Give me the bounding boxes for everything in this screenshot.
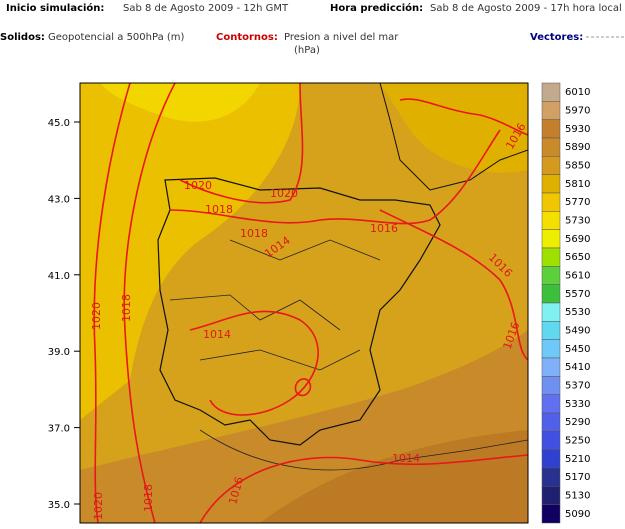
colorbar-label: 5250: [565, 436, 590, 447]
colorbar-label: 5650: [565, 252, 590, 263]
colorbar-label: 5170: [565, 472, 590, 483]
lat-label: 37.0: [48, 424, 70, 435]
colorbar-label: 5290: [565, 417, 590, 428]
colorbar-label: 5130: [565, 491, 590, 502]
lat-label: 41.0: [48, 271, 70, 282]
colorbar-label: 5850: [565, 161, 590, 172]
contour-label: 1016: [370, 222, 398, 235]
colorbar-swatch: [541, 321, 561, 340]
colorbar-swatch: [541, 284, 561, 304]
colorbar-label: 5570: [565, 289, 590, 300]
solids-label: Solidos:: [0, 32, 45, 43]
colorbar-label: 5490: [565, 326, 590, 337]
colorbar-label: 5970: [565, 106, 590, 117]
colorbar-swatch: [541, 266, 561, 285]
colorbar-label: 5530: [565, 307, 590, 318]
colorbar-swatch: [541, 431, 561, 450]
init-label: Inicio simulación:: [6, 2, 104, 14]
contour-label: 1014: [203, 328, 231, 341]
colorbar-label: 5810: [565, 179, 590, 190]
coastline: [157, 177, 441, 446]
field-region: [260, 430, 528, 523]
colorbar-swatch: [541, 137, 561, 157]
colorbar-swatch: [541, 357, 561, 377]
colorbar-swatch: [541, 504, 561, 524]
field-region: [80, 83, 300, 420]
lat-label: 45.0: [48, 118, 70, 129]
colorbar: 6010 5970 5930 5890 5850 5810 5770 5730 5690 5650…: [541, 82, 590, 524]
contour-label: 1018: [240, 227, 268, 240]
contour-label: 1018: [120, 294, 133, 322]
colorbar-swatch: [541, 229, 561, 249]
map-frame: [79, 82, 529, 524]
colorbar-label: 5730: [565, 216, 590, 227]
contour-label: 1014: [392, 452, 420, 465]
pred-value: Sab 8 de Agosto 2009 - 17h hora local: [430, 3, 622, 14]
colorbar-swatch: [541, 174, 561, 194]
contour-label: 1020: [92, 492, 105, 520]
contour-label: 1020: [270, 187, 298, 200]
colorbar-swatch: [541, 101, 561, 120]
contour-label: 1018: [205, 203, 233, 216]
colorbar-swatch: [541, 339, 561, 359]
colorbar-swatch: [541, 82, 561, 102]
field-region: [100, 83, 260, 122]
colorbar-label: 5410: [565, 362, 590, 373]
contours-value: Presion a nivel del mar: [284, 32, 399, 43]
contours-label: Contornos:: [216, 32, 278, 43]
colorbar-label: 5770: [565, 197, 590, 208]
colorbar-label: 5330: [565, 399, 590, 410]
colorbar-label: 5370: [565, 381, 590, 392]
colorbar-swatch: [541, 247, 561, 267]
field-region: [380, 83, 528, 173]
colorbar-swatch: [541, 467, 561, 487]
solids-value: Geopotencial a 500hPa (m): [48, 32, 185, 43]
border: [379, 83, 528, 191]
init-value: Sab 8 de Agosto 2009 - 12h GMT: [123, 3, 289, 14]
colorbar-label: 5210: [565, 454, 590, 465]
colorbar-swatch: [541, 486, 561, 505]
isobars: [93, 83, 528, 523]
colorbar-label: 5930: [565, 124, 590, 135]
colorbar-label: 5690: [565, 234, 590, 245]
vectors-label: Vectores:: [530, 32, 583, 43]
colorbar-swatch: [541, 376, 561, 395]
colorbar-swatch: [541, 394, 561, 414]
colorbar-swatch: [541, 412, 561, 432]
latitude-axis: 45.0 43.0 41.0 39.0 37.0 35.0: [48, 118, 80, 511]
border: [169, 239, 528, 471]
colorbar-swatch: [541, 156, 561, 175]
colorbar-swatch: [541, 302, 561, 322]
contour-label: 1020: [90, 302, 103, 330]
map: 1020 1018 1020 1018 1014 1016 1016 1016 …: [79, 82, 529, 524]
colorbar-swatch: [541, 211, 561, 230]
lat-label: 43.0: [48, 194, 70, 205]
colorbar-swatch: [541, 449, 561, 469]
colorbar-swatch: [541, 192, 561, 212]
colorbar-label: 5610: [565, 271, 590, 282]
colorbar-label: 6010: [565, 87, 590, 98]
contour-label: 1020: [184, 179, 212, 192]
colorbar-swatch: [541, 119, 561, 139]
lat-label: 35.0: [48, 500, 70, 511]
pred-label: Hora predicción:: [330, 2, 423, 14]
colorbar-label: 5890: [565, 142, 590, 153]
contours-unit: (hPa): [294, 45, 320, 56]
colorbar-label: 5450: [565, 344, 590, 355]
contour-label: 1018: [142, 484, 155, 512]
colorbar-label: 5090: [565, 509, 590, 520]
lat-label: 39.0: [48, 347, 70, 358]
